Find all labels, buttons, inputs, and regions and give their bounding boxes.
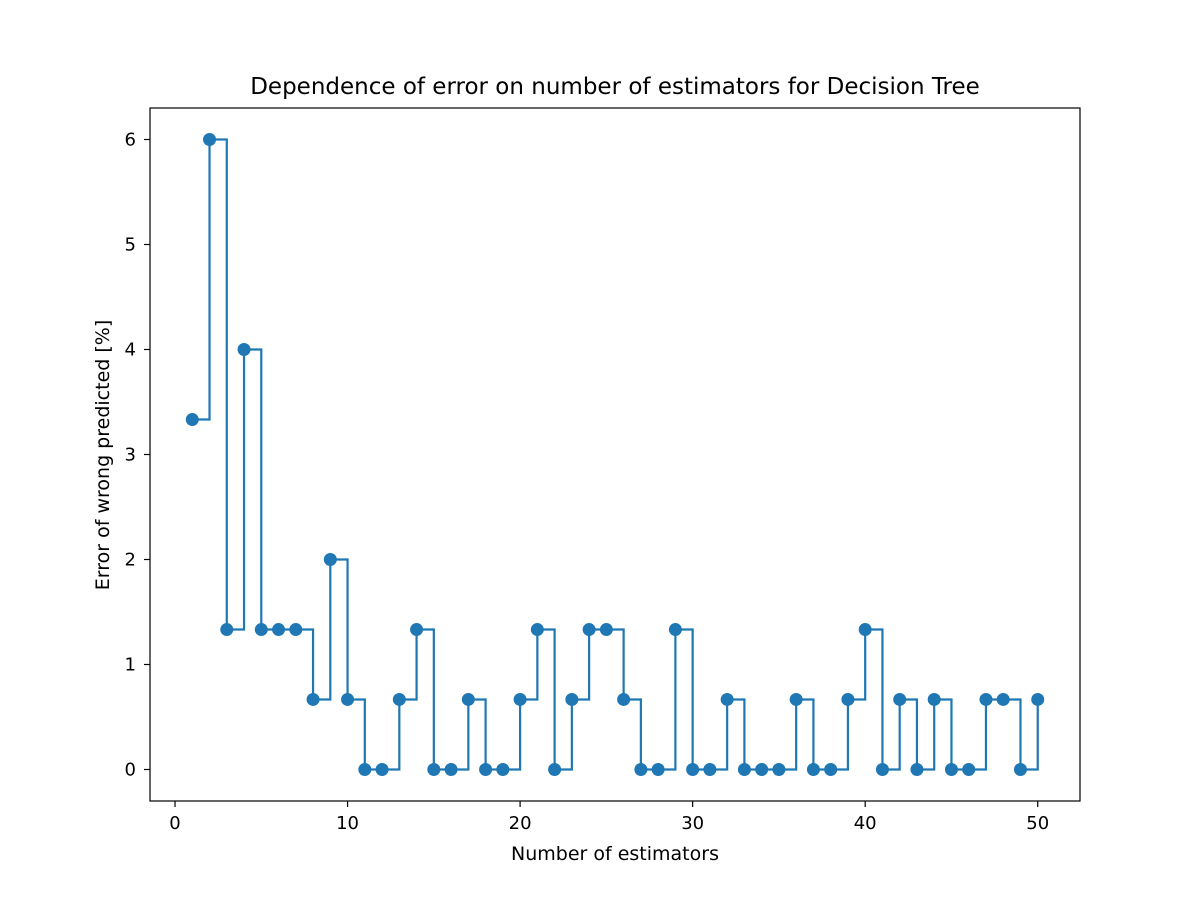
plot-area [149, 107, 1081, 802]
data-point [755, 763, 769, 776]
data-point [824, 763, 838, 776]
data-point [651, 763, 665, 776]
data-point [392, 692, 406, 706]
data-point [496, 763, 510, 776]
data-point [599, 623, 613, 637]
data-point [875, 763, 889, 776]
y-tick-label: 0 [125, 760, 136, 781]
data-point [323, 553, 337, 566]
data-point [720, 692, 734, 706]
data-point [737, 763, 751, 776]
axes-frame [149, 107, 1081, 802]
y-tick-label: 2 [125, 550, 136, 571]
data-point [254, 623, 268, 637]
x-tick-label: 30 [681, 813, 704, 834]
data-point [410, 623, 424, 637]
x-axis-label: Number of estimators [511, 843, 719, 865]
y-tick-label: 6 [125, 130, 136, 151]
data-point [548, 763, 562, 776]
x-tick-label: 0 [169, 813, 180, 834]
x-axis: 0 10 20 30 40 50 [169, 801, 1049, 834]
data-point [358, 763, 372, 776]
data-point [444, 763, 458, 776]
data-point [806, 763, 820, 776]
y-tick-label: 5 [125, 235, 136, 256]
data-point [479, 763, 493, 776]
data-point [1013, 763, 1027, 776]
y-tick-label: 3 [125, 445, 136, 466]
x-tick-label: 10 [336, 813, 359, 834]
data-point [927, 692, 941, 706]
data-point [772, 763, 786, 776]
data-point [272, 623, 286, 637]
data-point [220, 623, 234, 637]
y-axis-label: Error of wrong predicted [%] [92, 320, 114, 590]
data-point [306, 692, 320, 706]
data-point [375, 763, 389, 776]
y-tick-label: 1 [125, 655, 136, 676]
data-point [789, 692, 803, 706]
data-point [944, 763, 958, 776]
data-point [237, 343, 251, 356]
x-tick-label: 20 [509, 813, 532, 834]
chart-title: Dependence of error on number of estimat… [250, 74, 980, 100]
data-point [185, 413, 199, 427]
data-point [617, 692, 631, 706]
data-point [858, 623, 872, 637]
data-point [841, 692, 855, 706]
data-point [289, 623, 303, 637]
data-point [996, 692, 1010, 706]
data-point [203, 133, 217, 146]
data-point [565, 692, 579, 706]
x-tick-label: 40 [854, 813, 877, 834]
data-point [461, 692, 475, 706]
data-point [341, 692, 355, 706]
data-point [962, 763, 976, 776]
data-point [979, 692, 993, 706]
y-axis: 0 1 2 3 4 5 6 [125, 130, 150, 781]
data-point [634, 763, 648, 776]
series-markers [185, 133, 1045, 776]
data-point [686, 763, 700, 776]
data-point [703, 763, 717, 776]
data-point [1031, 692, 1045, 706]
data-point [513, 692, 527, 706]
data-point [910, 763, 924, 776]
x-tick-label: 50 [1026, 813, 1049, 834]
y-tick-label: 4 [125, 340, 136, 361]
data-point [582, 623, 596, 637]
data-point [530, 623, 544, 637]
data-point [427, 763, 441, 776]
data-point [668, 623, 682, 637]
data-point [893, 692, 907, 706]
